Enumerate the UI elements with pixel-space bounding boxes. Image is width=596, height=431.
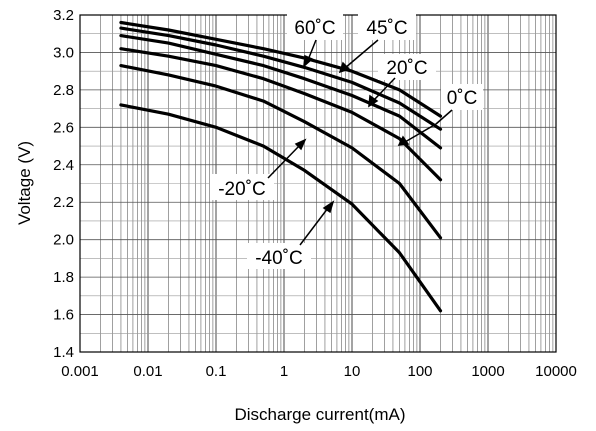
arrow-45c [344, 39, 379, 69]
y-tick-label: 2.0 [53, 232, 74, 249]
series-line-5 [119, 103, 443, 313]
grid-lines [80, 14, 556, 353]
arrowhead-20c [368, 94, 379, 108]
y-tick-labels: 1.4 1.6 1.8 2.0 2.2 2.4 2.6 2.8 3.0 3.2 [53, 7, 74, 361]
arrow-0c-2 [404, 123, 437, 143]
label-minus40c: -40˚C [255, 248, 303, 269]
x-axis-title: Discharge current(mA) [235, 405, 406, 424]
y-tick-label: 1.6 [53, 307, 74, 324]
series-line-0 [119, 20, 443, 118]
label-60c: 60˚C [294, 18, 335, 39]
arrowhead-45c [338, 61, 351, 74]
series-line-2 [119, 33, 443, 150]
callouts: 60˚C 45˚C 20˚C 0˚C -20˚C -40˚C [210, 14, 483, 269]
y-axis-title: Voltage (V) [15, 141, 34, 225]
label-minus20c: -20˚C [218, 179, 266, 200]
x-tick-label: 0.1 [206, 363, 227, 380]
series-line-3 [119, 47, 443, 182]
y-tick-label: 2.4 [53, 157, 74, 174]
arrowhead-60c [303, 54, 314, 68]
callout-arrows [267, 39, 453, 246]
arrow-20c [373, 77, 396, 101]
x-tick-label: 100 [407, 363, 432, 380]
arrow-minus20c [267, 144, 301, 179]
x-tick-labels: 0.001 0.01 0.1 1 10 100 1000 10000 [61, 363, 577, 380]
y-tick-label: 1.4 [53, 344, 74, 361]
x-tick-label: 10000 [535, 363, 577, 380]
x-tick-label: 1 [280, 363, 288, 380]
arrowhead-minus20c [294, 138, 307, 151]
arrow-minus40c [299, 207, 329, 246]
x-tick-label: 0.001 [61, 363, 99, 380]
x-tick-label: 1000 [471, 363, 504, 380]
series-line-4 [119, 63, 443, 240]
y-tick-label: 2.2 [53, 194, 74, 211]
y-tick-label: 3.0 [53, 44, 74, 61]
series-curves [119, 20, 443, 313]
x-tick-label: 10 [344, 363, 361, 380]
y-tick-label: 3.2 [53, 7, 74, 24]
arrowhead-0c [397, 135, 410, 146]
y-tick-label: 1.8 [53, 269, 74, 286]
y-tick-label: 2.8 [53, 82, 74, 99]
y-tick-label: 2.6 [53, 119, 74, 136]
x-tick-label: 0.01 [133, 363, 162, 380]
label-20c: 20˚C [386, 58, 427, 79]
arrow-60c [307, 39, 317, 61]
arrow-0c [435, 109, 453, 125]
arrowhead-minus40c [322, 200, 335, 214]
series-line-1 [119, 26, 443, 131]
label-45c: 45˚C [366, 18, 407, 39]
label-0c: 0˚C [447, 88, 478, 109]
